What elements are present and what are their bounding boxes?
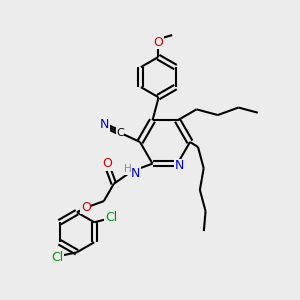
Text: N: N xyxy=(100,118,109,131)
Text: N: N xyxy=(175,159,184,172)
Text: O: O xyxy=(81,201,91,214)
Text: Cl: Cl xyxy=(51,251,63,264)
Text: N: N xyxy=(131,167,140,180)
Text: Cl: Cl xyxy=(105,211,117,224)
Text: H: H xyxy=(124,164,132,174)
Text: C: C xyxy=(116,128,124,138)
Text: O: O xyxy=(153,36,163,49)
Text: O: O xyxy=(103,158,112,170)
